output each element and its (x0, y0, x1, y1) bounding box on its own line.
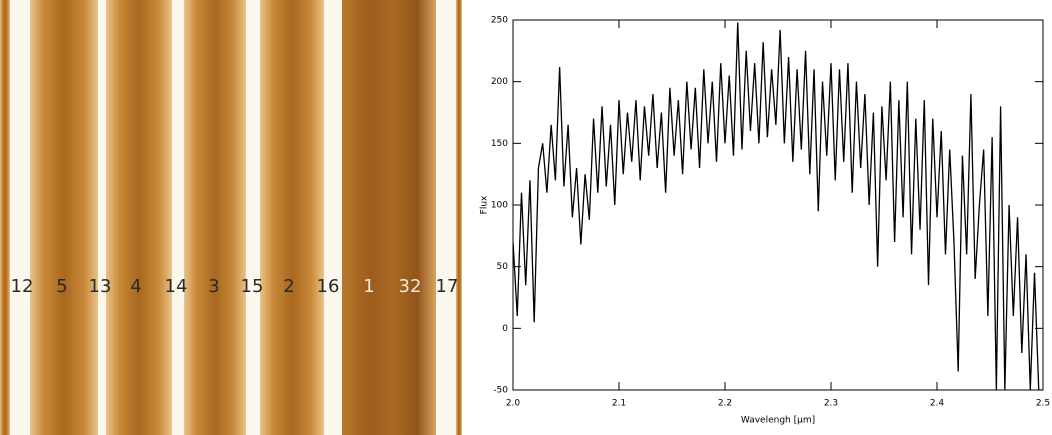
spectrum-line (513, 22, 1043, 390)
fiber-label: 1 (363, 276, 374, 297)
x-tick-label: 2.5 (1036, 399, 1050, 409)
fiber-stripe (260, 0, 324, 435)
x-axis-label: Wavelengh [μm] (741, 416, 815, 426)
x-tick-label: 2.3 (824, 399, 838, 409)
y-tick-label: 100 (491, 201, 508, 211)
fiber-label: 3 (208, 276, 219, 297)
y-tick-label: 50 (497, 262, 509, 272)
y-tick-label: 250 (491, 16, 508, 26)
fiber-label: 2 (283, 276, 294, 297)
y-tick-label: 0 (502, 324, 508, 334)
fiber-label: 17 (436, 276, 459, 297)
fiber-label: 13 (89, 276, 112, 297)
fiber-label: 14 (165, 276, 188, 297)
fiber-label: 15 (241, 276, 264, 297)
y-axis-label: Flux (480, 195, 490, 214)
x-tick-label: 2.1 (612, 399, 626, 409)
fiber-labels: 12 5 13 4 14 3 15 2 16 1 32 17 (11, 276, 459, 297)
fiber-stripe (456, 0, 462, 435)
fiber-stripe (0, 0, 10, 435)
fiber-stripe (184, 0, 246, 435)
x-tick-label: 2.0 (506, 399, 521, 409)
y-tick-label: 150 (491, 139, 508, 149)
x-tick-label: 2.2 (718, 399, 732, 409)
fiber-label: 16 (317, 276, 340, 297)
fiber-stripe (342, 0, 436, 435)
fiber-stripe (30, 0, 98, 435)
fiber-label: 12 (11, 276, 34, 297)
fiber-label: 32 (399, 276, 422, 297)
y-tick-label: -50 (493, 386, 508, 396)
fiber-label: 4 (130, 276, 141, 297)
fiber-label: 5 (56, 276, 67, 297)
fiber-stripe (106, 0, 172, 435)
y-tick-label: 200 (491, 77, 508, 87)
fiber-image (0, 0, 462, 435)
x-tick-label: 2.4 (930, 399, 945, 409)
